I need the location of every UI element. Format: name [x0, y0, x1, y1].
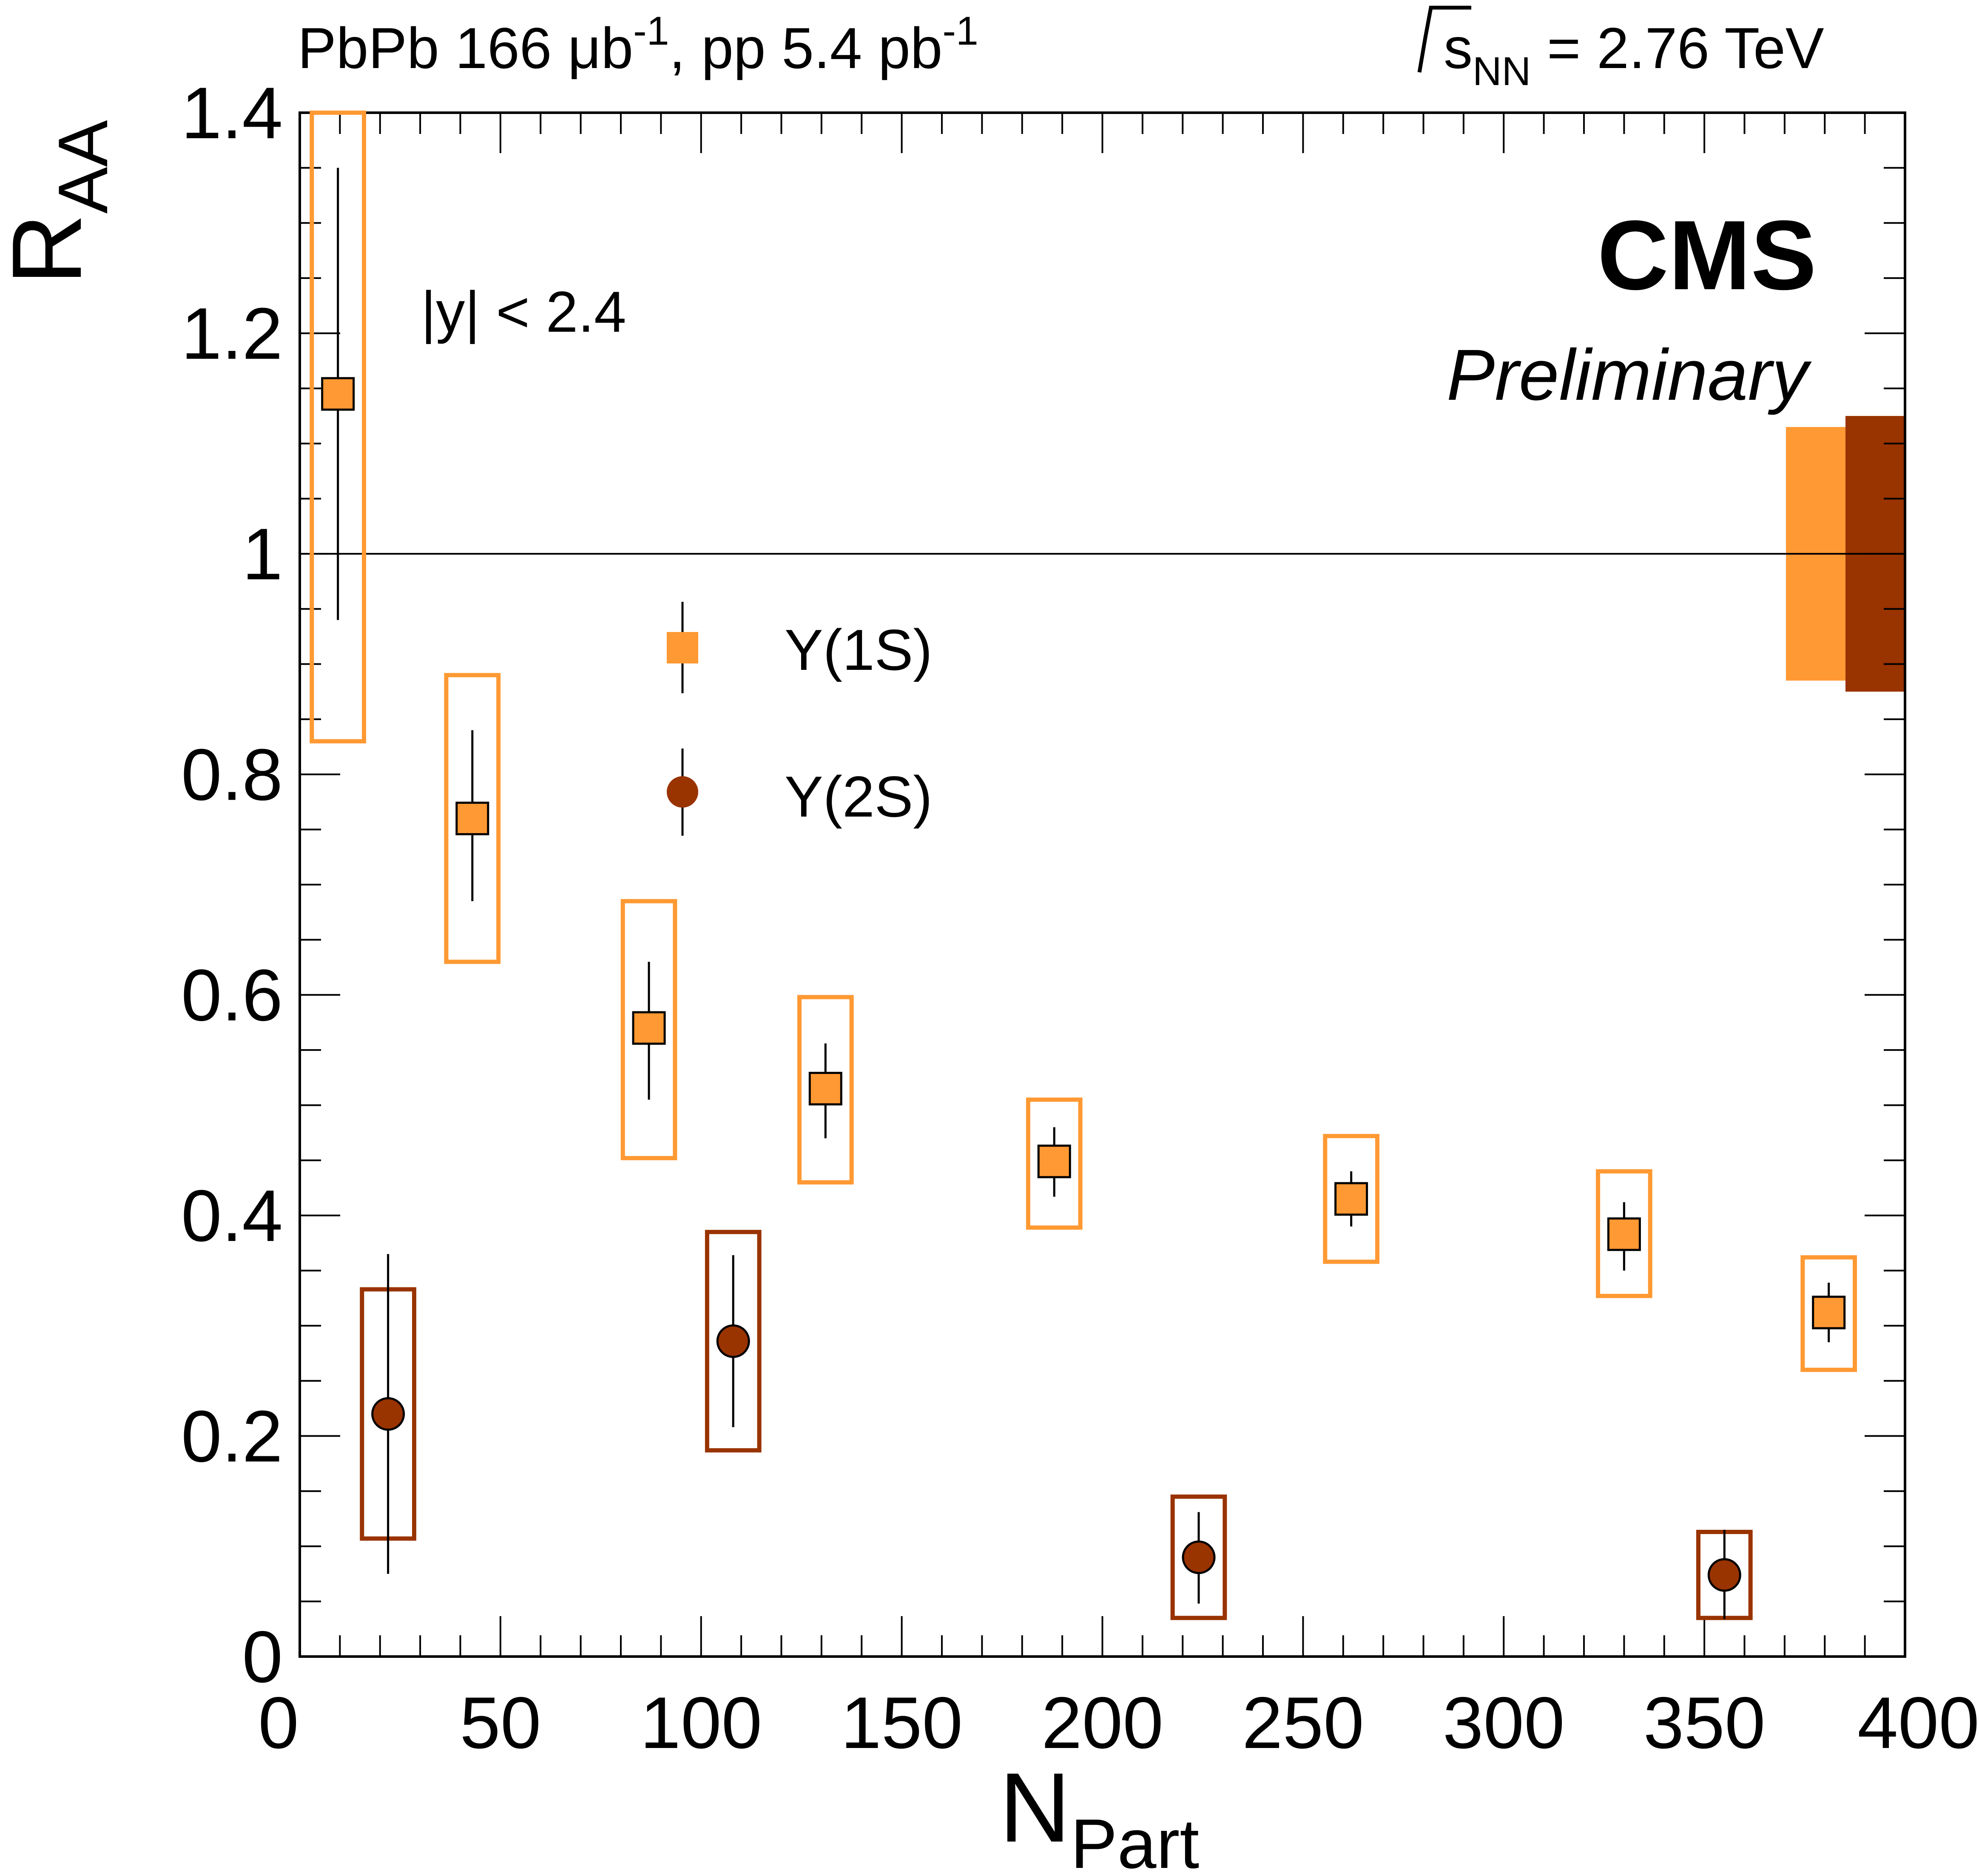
sys-box-1s — [620, 899, 677, 1161]
y-tick-label: 0.6 — [181, 954, 283, 1036]
marker-2s — [1707, 1558, 1741, 1592]
marker-1s — [455, 801, 489, 835]
legend: Υ(1S) Υ(2S) — [667, 602, 933, 836]
marker-1s — [1812, 1295, 1846, 1329]
sys-box-1s — [310, 111, 366, 743]
marker-2s — [1182, 1540, 1216, 1574]
legend-2s-marker — [667, 776, 698, 808]
marker-1s — [321, 377, 355, 411]
sys-box-1s — [444, 673, 501, 964]
x-tick-label: 300 — [1443, 1682, 1565, 1764]
luminosity-label: PbPb 166 μb-1, pp 5.4 pb-1 — [298, 9, 978, 80]
marker-2s — [716, 1324, 750, 1358]
legend-2s-label: Υ(2S) — [785, 764, 933, 829]
energy-label: sNN = 2.76 TeV — [1417, 6, 1824, 94]
y-axis-title: RAA — [0, 120, 122, 285]
x-tick-label: 0 — [258, 1682, 299, 1764]
y-tick-label: 0 — [242, 1616, 283, 1698]
sqrt-sign — [1417, 6, 1471, 73]
sys-box-1s — [797, 995, 854, 1185]
legend-1s-marker — [667, 632, 698, 663]
x-tick-label: 200 — [1041, 1682, 1163, 1764]
x-tick-label: 150 — [841, 1682, 963, 1764]
status-label: Preliminary — [1447, 335, 1812, 416]
marker-1s — [632, 1011, 666, 1045]
rapidity-cut-label: |y| < 2.4 — [421, 279, 626, 344]
x-tick-label: 50 — [460, 1682, 541, 1764]
sys-box-2s — [705, 1230, 762, 1453]
marker-1s — [1037, 1144, 1071, 1179]
x-tick-label: 250 — [1242, 1682, 1364, 1764]
y-tick-label: 1 — [242, 513, 283, 595]
x-tick-label: 350 — [1643, 1682, 1766, 1764]
y-tick-label: 0.8 — [181, 734, 283, 816]
sys-box-2s — [1170, 1495, 1227, 1620]
y-tick-label: 1.4 — [181, 72, 283, 154]
plot-frame-layer: 0 50 100 150 200 250 300 350 400 0 0.2 0.4 0.6 0.8 1 1.… — [181, 72, 1979, 1764]
sys-box-1s — [1596, 1169, 1652, 1298]
data-points-layer — [310, 111, 1857, 1620]
y-tick-label: 0.2 — [181, 1395, 283, 1477]
y-tick-label: 1.2 — [181, 293, 283, 375]
sys-box-1s — [1026, 1097, 1083, 1230]
x-axis-title: NPart — [999, 1753, 1199, 1876]
marker-1s — [1607, 1217, 1641, 1251]
sys-box-1s — [1800, 1255, 1857, 1372]
marker-1s — [1334, 1182, 1368, 1216]
experiment-label: CMS — [1597, 200, 1817, 310]
marker-2s — [371, 1397, 405, 1431]
marker-1s — [808, 1072, 842, 1106]
x-tick-label: 100 — [640, 1682, 762, 1764]
y-tick-label: 0.4 — [181, 1175, 283, 1257]
sys-box-1s — [1323, 1134, 1379, 1264]
svg-text:sNN = 2.76 TeV: sNN = 2.76 TeV — [1444, 16, 1824, 94]
x-tick-label: 400 — [1857, 1682, 1979, 1764]
legend-1s-label: Υ(1S) — [785, 618, 933, 682]
